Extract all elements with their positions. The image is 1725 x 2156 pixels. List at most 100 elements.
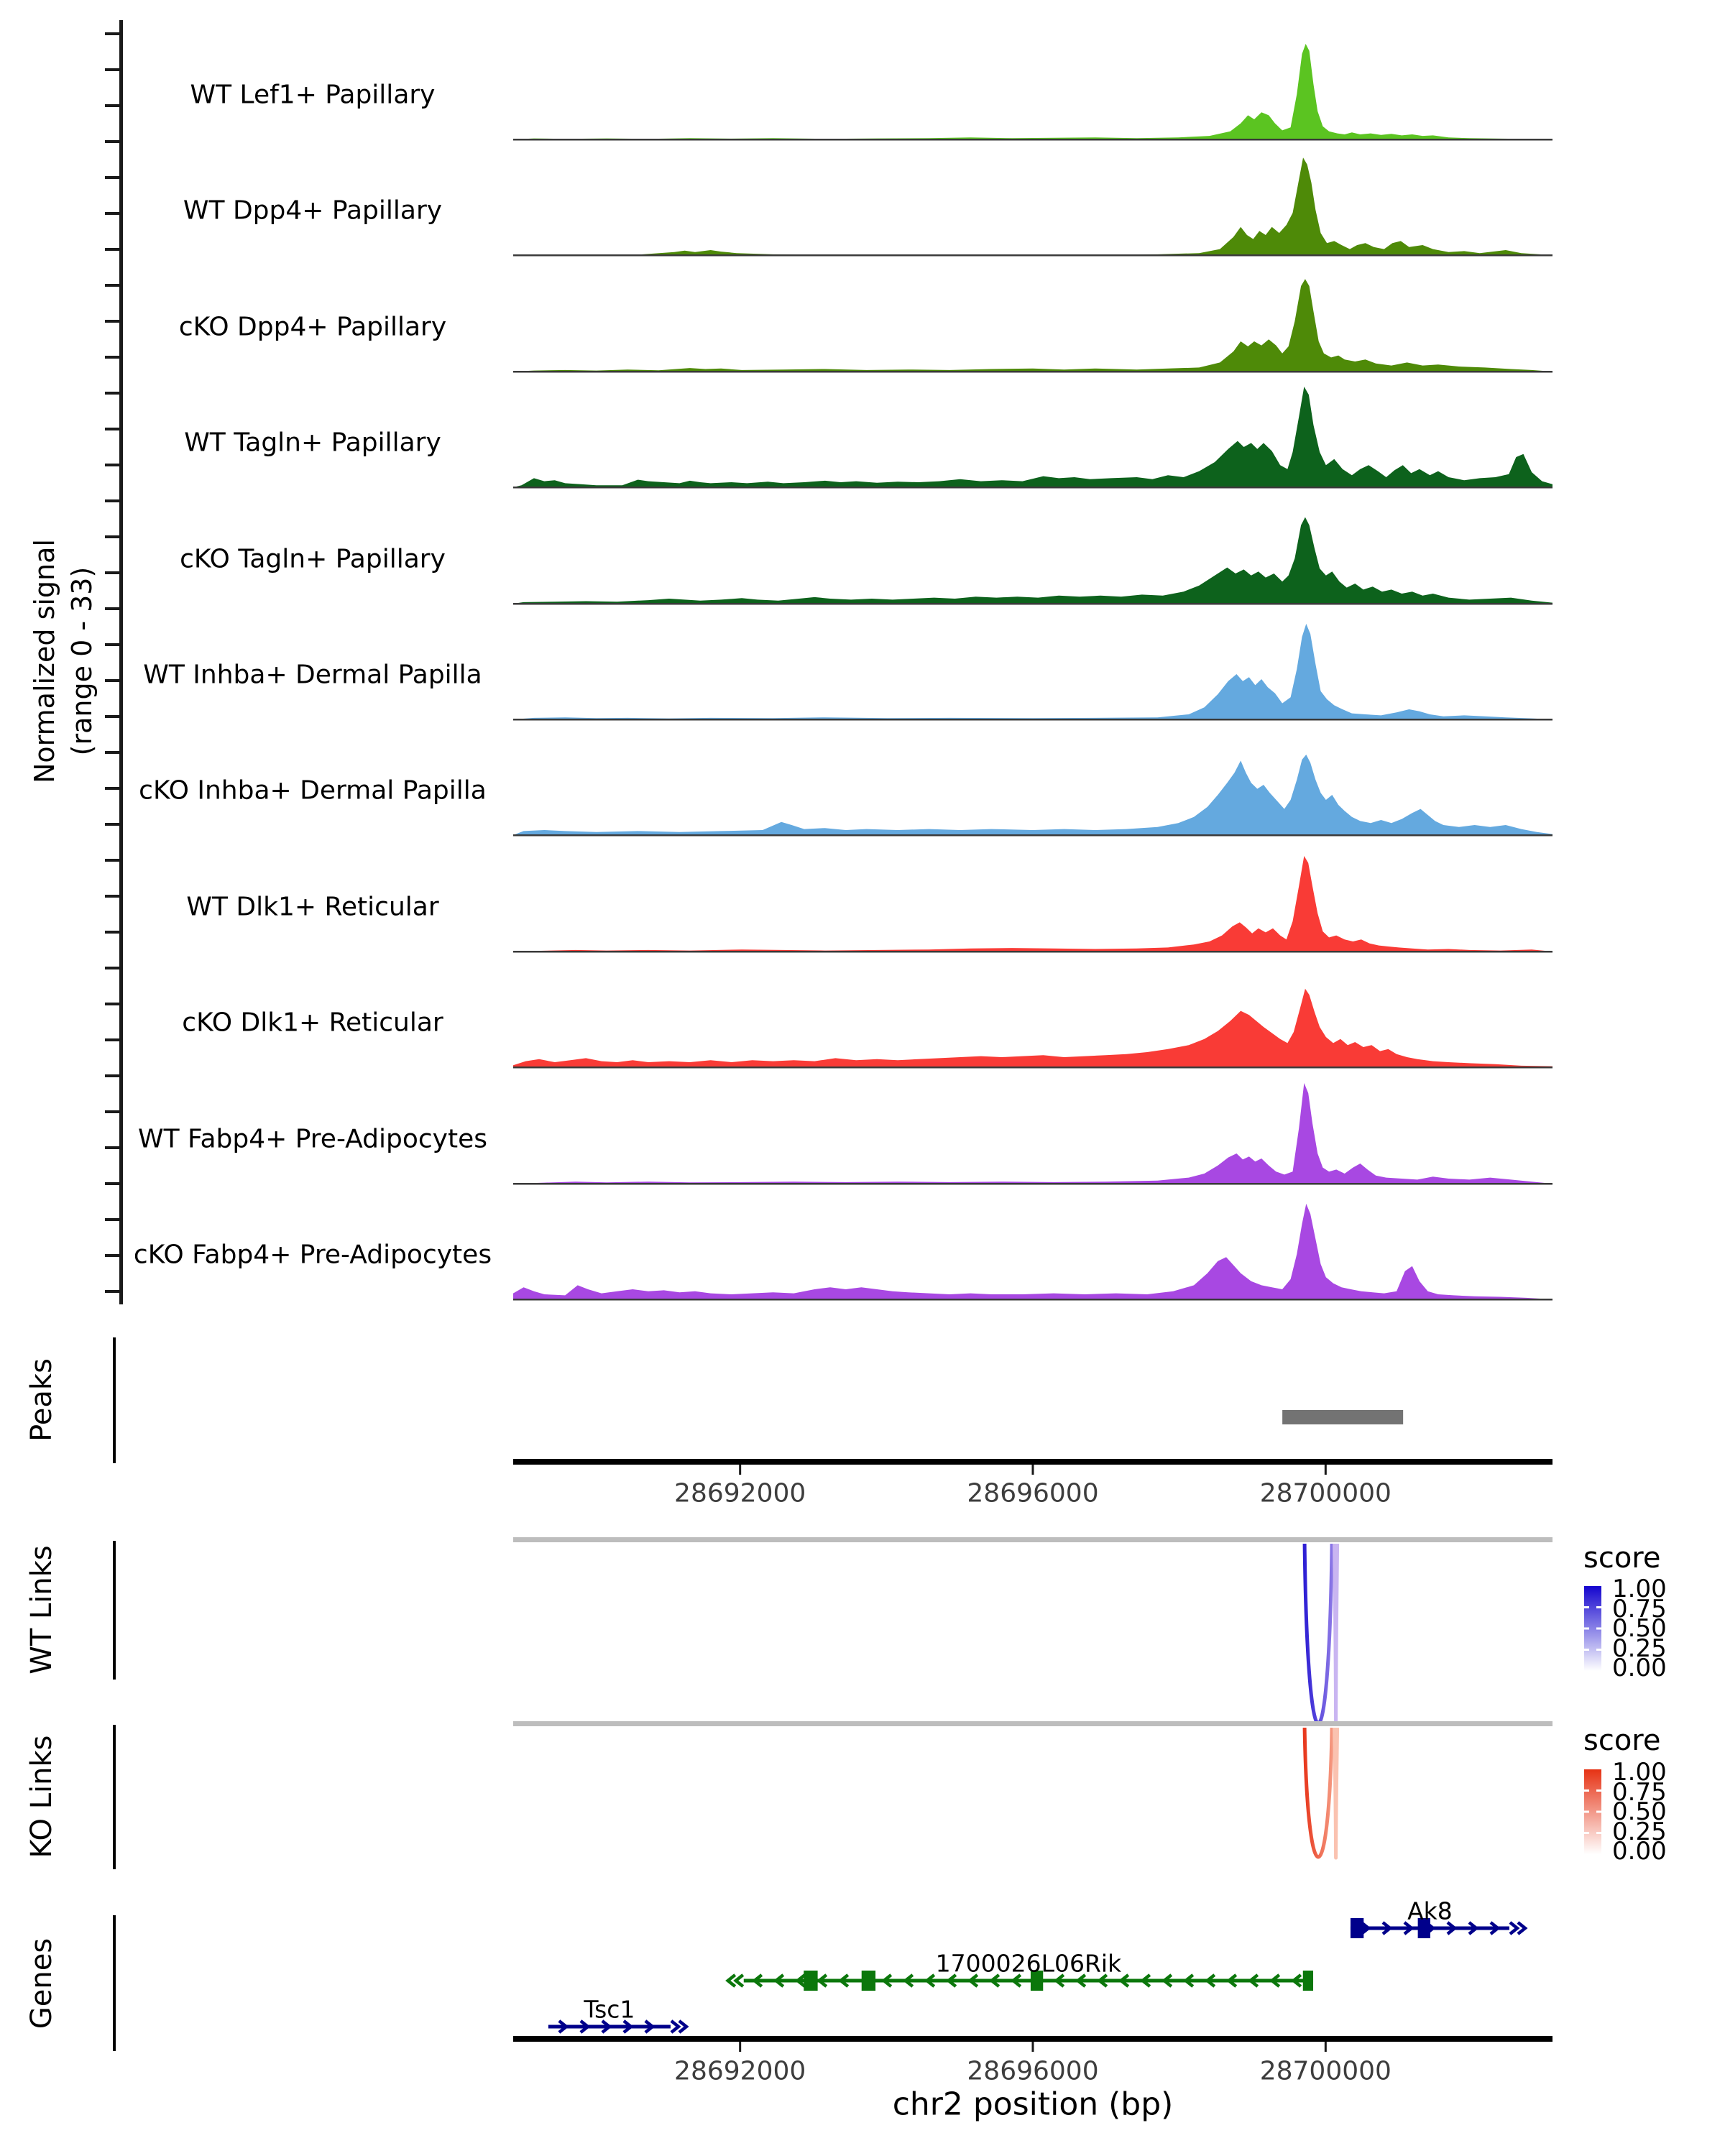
score-legend-bar-tick <box>1584 1789 1589 1792</box>
coverage-track-6 <box>513 755 1552 835</box>
section-label-peaks: Peaks <box>25 1358 58 1442</box>
wt-links-legend-title: score <box>1583 1542 1661 1575</box>
gene-end-arrow <box>670 2019 681 2034</box>
y-axis-tick <box>105 643 121 646</box>
y-axis-tick <box>105 1038 121 1041</box>
gene-strand-arrow <box>967 1973 979 1988</box>
score-legend-tick-1-4: 0.00 <box>1612 1837 1667 1866</box>
section-label-ko-links: KO Links <box>25 1735 58 1858</box>
y-axis-tick <box>105 1182 121 1185</box>
gene-strand-arrow <box>1118 1973 1130 1988</box>
gene-strand-arrow <box>946 1973 957 1988</box>
y-axis-tick <box>105 176 121 179</box>
coverage-track-1 <box>513 157 1552 255</box>
gene-strand-arrow <box>1140 1973 1151 1988</box>
top-axis-line <box>513 1459 1552 1465</box>
gene-end-arrow <box>725 1973 737 1988</box>
track-label-10: cKO Fabp4+ Pre-Adipocytes <box>133 1240 492 1270</box>
gene-strand-arrow <box>773 1973 785 1988</box>
section-bracket-wt-links <box>113 1541 116 1680</box>
gene-strand-arrow <box>1468 1921 1479 1935</box>
score-legend-tick-0-4: 0.00 <box>1612 1654 1667 1682</box>
track-baseline-2 <box>513 371 1552 373</box>
gene-strand-arrow <box>903 1973 914 1988</box>
score-legend-bar-tick <box>1584 1810 1589 1813</box>
score-legend-bar-tick <box>1584 1649 1589 1651</box>
y-axis-tick <box>105 859 121 862</box>
section-bracket-genes <box>113 1915 116 2051</box>
y-axis-tick <box>105 32 121 35</box>
score-legend-tick-1-2: 0.50 <box>1612 1797 1667 1826</box>
y-axis-tick <box>105 895 121 898</box>
y-axis-tick <box>105 1290 121 1293</box>
track-label-2: cKO Dpp4+ Papillary <box>178 312 447 342</box>
gene-strand-arrow <box>1269 1973 1281 1988</box>
ko-links-legend-title: score <box>1583 1724 1661 1757</box>
y-axis-tick <box>105 499 121 502</box>
track-baseline-8 <box>513 1067 1552 1069</box>
link-arc-0-0 <box>1302 1543 1334 1726</box>
bottom-axis-tick-label-0: 28692000 <box>674 2056 806 2086</box>
gene-strand-arrow <box>816 1973 828 1988</box>
track-label-7: WT Dlk1+ Reticular <box>186 892 439 922</box>
section-label-wt-links: WT Links <box>25 1545 58 1674</box>
gene-exon <box>861 1971 876 1991</box>
gene-exon <box>804 1971 818 1991</box>
y-axis-tick <box>105 607 121 610</box>
gene-strand-arrow <box>1291 1973 1302 1988</box>
y-axis-tick <box>105 571 121 574</box>
bottom-axis-tick <box>1324 2042 1327 2052</box>
links-topline-0 <box>513 1537 1552 1542</box>
gene-strand-arrow <box>795 1973 806 1988</box>
track-baseline-10 <box>513 1299 1552 1301</box>
track-label-0: WT Lef1+ Papillary <box>190 80 436 110</box>
score-legend-bar-tick <box>1596 1789 1601 1792</box>
y-axis-tick <box>105 68 121 71</box>
link-arc-1-1 <box>1333 1727 1340 1860</box>
coverage-track-0 <box>513 44 1552 139</box>
track-label-1: WT Dpp4+ Papillary <box>183 195 443 226</box>
bottom-axis-tick-label-1: 28696000 <box>967 2056 1099 2086</box>
gene-label-Tsc1: Tsc1 <box>584 1995 635 2024</box>
score-legend-bar-tick <box>1584 1606 1589 1608</box>
y-axis-tick <box>105 751 121 754</box>
track-baseline-3 <box>513 487 1552 489</box>
track-label-8: cKO Dlk1+ Reticular <box>182 1008 443 1038</box>
top-axis-tick <box>739 1465 742 1475</box>
peak-interval-0 <box>1282 1410 1404 1424</box>
track-baseline-6 <box>513 834 1552 837</box>
gene-strand-arrow <box>1097 1973 1108 1988</box>
bottom-axis-line <box>513 2036 1552 2042</box>
score-legend-bar-tick <box>1596 1810 1601 1813</box>
y-axis-tick <box>105 248 121 251</box>
gene-strand-arrow <box>752 1973 763 1988</box>
gene-strand-arrow <box>644 2019 656 2034</box>
y-axis-tick <box>105 1146 121 1149</box>
y-axis-tick <box>105 787 121 790</box>
gene-strand-arrow <box>1075 1973 1087 1988</box>
section-label-genes: Genes <box>25 1938 58 2030</box>
link-arc-1-0 <box>1302 1727 1334 1859</box>
gene-end-arrow <box>1517 1921 1528 1935</box>
gene-strand-arrow <box>924 1973 936 1988</box>
coverage-track-7 <box>513 856 1552 952</box>
gene-strand-arrow <box>1183 1973 1195 1988</box>
gene-strand-arrow <box>1489 1921 1501 1935</box>
gene-end-arrow <box>733 1973 745 1988</box>
y-axis-tick <box>105 392 121 395</box>
coverage-track-8 <box>513 988 1552 1067</box>
gene-exon <box>1302 1971 1314 1991</box>
top-axis-tick-label-1: 28696000 <box>967 1478 1099 1508</box>
coverage-track-10 <box>513 1204 1552 1299</box>
y-axis-tick <box>105 535 121 538</box>
y-axis-tick <box>105 679 121 682</box>
score-legend-bar-tick <box>1596 1627 1601 1630</box>
gene-end-arrow <box>678 2019 689 2034</box>
gene-exon <box>1350 1918 1364 1938</box>
y-axis-tick <box>105 1218 121 1221</box>
y-axis-tick <box>105 464 121 466</box>
track-baseline-9 <box>513 1183 1552 1185</box>
y-axis-tick <box>105 212 121 215</box>
